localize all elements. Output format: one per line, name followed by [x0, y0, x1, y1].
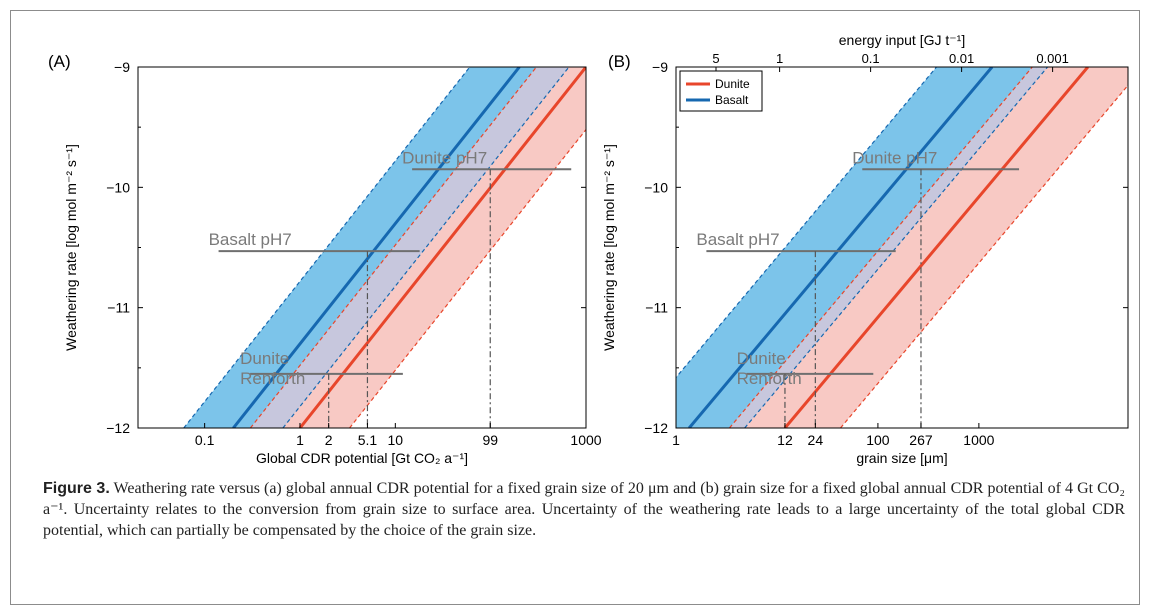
p2-top-tick-label: 0.1 [862, 51, 880, 66]
p1-annotation-label-2: Renforth [240, 369, 305, 388]
p2-xtick-label: 12 [777, 432, 793, 448]
p2-annotation-label: Basalt pH7 [696, 230, 779, 249]
p2-xaxis-label: grain size [μm] [856, 450, 947, 466]
p2-xtick-label: 1 [672, 432, 680, 448]
p2-basalt-band [676, 67, 1048, 428]
p2-top-tick-label: 5 [712, 51, 719, 66]
p2-dunite-band [729, 67, 1128, 428]
p2-dunite-edge-lower [728, 67, 1033, 428]
p2-annotation-label: Dunite [737, 349, 786, 368]
p1-overlap-band [250, 67, 569, 428]
p1-ytick-label: −11 [107, 300, 130, 316]
p1-xtick-label: 99 [482, 432, 498, 448]
p2-basalt-edge-lower [676, 67, 937, 379]
figure-caption: Figure 3. Weathering rate versus (a) glo… [43, 478, 1125, 541]
p2-xtick-label: 1000 [963, 432, 994, 448]
p2-basalt-edge-upper [744, 67, 1049, 428]
p2-ytick-label: −9 [652, 59, 668, 75]
p1-ytick-label: −12 [106, 420, 130, 436]
p2-ytick-label: −10 [644, 179, 668, 195]
p2-legend-box [679, 70, 763, 112]
p2-overlap-band [729, 67, 1048, 428]
p2-xtick-label: 267 [909, 432, 933, 448]
p2-basalt-line [688, 67, 994, 428]
p1-xtick-label: 10 [388, 432, 404, 448]
p1-dunite-line [298, 67, 586, 428]
p2-xtick-label: 24 [808, 432, 824, 448]
p1-xtick-label: 5.1 [358, 432, 378, 448]
p2-ytick-label: −12 [644, 420, 668, 436]
p2-dunite-line [783, 67, 1089, 428]
p2-annotation-label: Dunite pH7 [852, 148, 937, 167]
p1-yaxis-label: Weathering rate [log mol m⁻² s⁻¹] [63, 144, 79, 351]
p2-panel-label: (B) [608, 52, 631, 71]
p1-xtick-label: 1 [296, 432, 304, 448]
p2-top-tick-label: 1 [776, 51, 783, 66]
figure-frame [10, 10, 1140, 605]
p1-xtick-label: 1000 [570, 432, 601, 448]
p1-ytick-label: −9 [114, 59, 130, 75]
p1-xtick-label: 0.1 [195, 432, 215, 448]
caption-text: Weathering rate versus (a) global annual… [43, 480, 1125, 539]
p2-legend-label-dunite: Dunite [715, 77, 750, 91]
p1-annotation-label: Dunite pH7 [402, 148, 487, 167]
p2-annotation-label-2: Renforth [737, 369, 802, 388]
caption-label: Figure 3. [43, 480, 110, 497]
p1-annotation-label: Basalt pH7 [209, 230, 292, 249]
p2-yaxis-label: Weathering rate [log mol m⁻² s⁻¹] [601, 144, 617, 351]
p2-top-tick-label: 0.001 [1036, 51, 1069, 66]
p1-panel-label: (A) [48, 52, 71, 71]
p1-xtick-label: 2 [325, 432, 333, 448]
p1-ytick-label: −10 [106, 179, 130, 195]
p2-legend-label-basalt: Basalt [715, 93, 749, 107]
p2-ytick-label: −11 [645, 300, 668, 316]
p2-dunite-edge-upper [840, 84, 1128, 428]
p2-top-axis-label: energy input [GJ t⁻¹] [839, 32, 965, 48]
p2-xtick-label: 100 [866, 432, 890, 448]
p2-top-tick-label: 0.01 [949, 51, 974, 66]
p1-basalt-line [232, 67, 521, 428]
p1-annotation-label: Dunite [240, 349, 289, 368]
p1-xaxis-label: Global CDR potential [Gt CO₂ a⁻¹] [256, 450, 468, 466]
